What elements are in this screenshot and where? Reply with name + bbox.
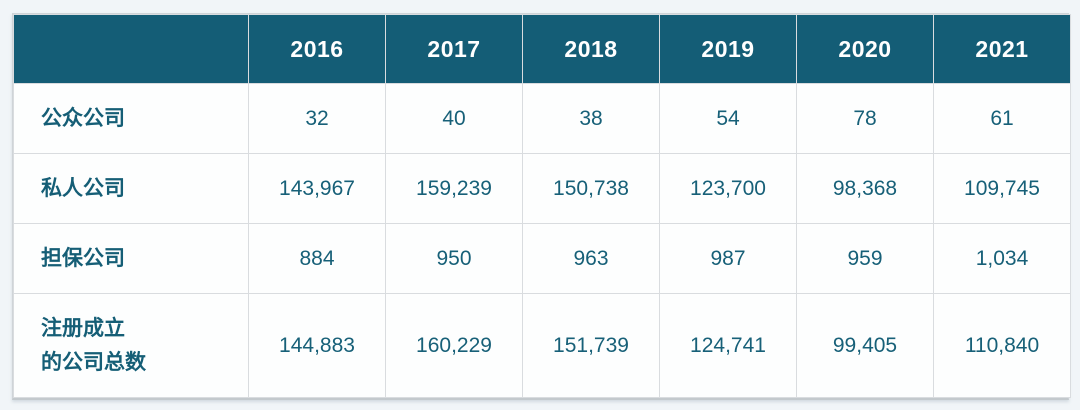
value-cell: 78 — [796, 83, 934, 154]
value-cell: 151,739 — [522, 293, 660, 398]
value-cell: 143,967 — [248, 153, 386, 224]
value-cell: 963 — [522, 223, 660, 294]
table-row-private-companies: 私人公司 143,967 159,239 150,738 123,700 98,… — [13, 153, 1071, 224]
value-cell: 109,745 — [933, 153, 1071, 224]
value-cell: 884 — [248, 223, 386, 294]
header-year-2019: 2019 — [659, 14, 797, 84]
header-corner-cell — [13, 14, 249, 84]
header-year-2018: 2018 — [522, 14, 660, 84]
value-cell: 959 — [796, 223, 934, 294]
value-cell: 1,034 — [933, 223, 1071, 294]
table-row-public-companies: 公众公司 32 40 38 54 78 61 — [13, 83, 1071, 154]
row-label-line-2: 的公司总数 — [41, 350, 146, 374]
value-cell: 144,883 — [248, 293, 386, 398]
value-cell: 123,700 — [659, 153, 797, 224]
value-cell: 124,741 — [659, 293, 797, 398]
value-cell: 987 — [659, 223, 797, 294]
row-label-cell: 担保公司 — [13, 223, 249, 294]
table-row-guarantee-companies: 担保公司 884 950 963 987 959 1,034 — [13, 223, 1071, 294]
table-header-row: 2016 2017 2018 2019 2020 2021 — [13, 14, 1071, 84]
row-label-cell: 注册成立 的公司总数 — [13, 293, 249, 398]
value-cell: 32 — [248, 83, 386, 154]
header-year-2017: 2017 — [385, 14, 523, 84]
row-label-cell: 公众公司 — [13, 83, 249, 154]
header-year-2020: 2020 — [796, 14, 934, 84]
value-cell: 38 — [522, 83, 660, 154]
value-cell: 99,405 — [796, 293, 934, 398]
value-cell: 98,368 — [796, 153, 934, 224]
row-label-cell: 私人公司 — [13, 153, 249, 224]
value-cell: 54 — [659, 83, 797, 154]
company-registrations-table-container: 2016 2017 2018 2019 2020 2021 公众公司 32 40… — [12, 13, 1071, 400]
table-row-total-incorporated: 注册成立 的公司总数 144,883 160,229 151,739 124,7… — [13, 293, 1071, 398]
header-year-2016: 2016 — [248, 14, 386, 84]
company-registrations-table: 2016 2017 2018 2019 2020 2021 公众公司 32 40… — [13, 14, 1071, 398]
value-cell: 40 — [385, 83, 523, 154]
value-cell: 61 — [933, 83, 1071, 154]
value-cell: 160,229 — [385, 293, 523, 398]
value-cell: 950 — [385, 223, 523, 294]
value-cell: 150,738 — [522, 153, 660, 224]
value-cell: 159,239 — [385, 153, 523, 224]
header-year-2021: 2021 — [933, 14, 1071, 84]
value-cell: 110,840 — [933, 293, 1071, 398]
row-label-line-1: 注册成立 — [41, 316, 125, 340]
